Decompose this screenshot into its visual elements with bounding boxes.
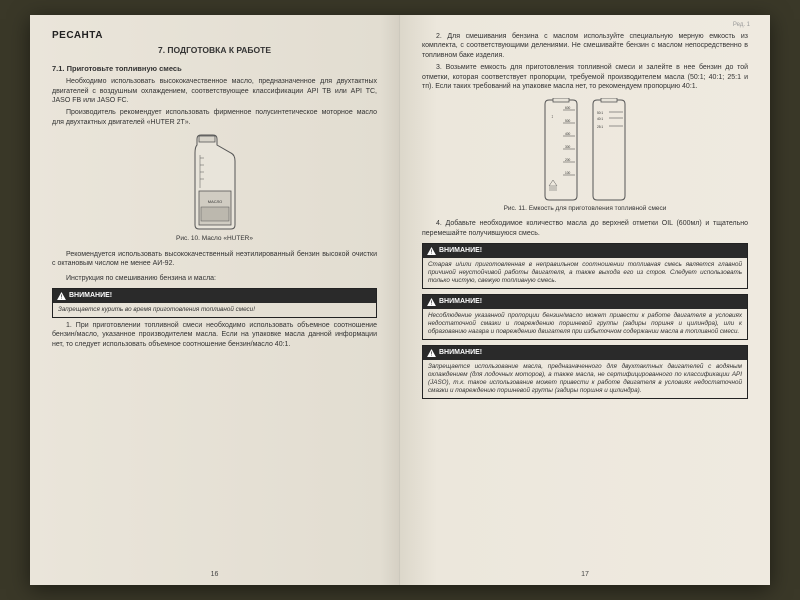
paragraph: 1. При приготовлении топливной смеси нео… — [52, 321, 377, 349]
figure-10: МАСЛО — [52, 133, 377, 233]
warning-header: ! ВНИМАНИЕ! — [423, 346, 747, 359]
page-left: РЕСАНТА 7. ПОДГОТОВКА К РАБОТЕ 7.1. Приг… — [30, 15, 400, 585]
section-title: 7. ПОДГОТОВКА К РАБОТЕ — [52, 45, 377, 56]
warning-label: ВНИМАНИЕ! — [69, 291, 112, 300]
svg-text:↕: ↕ — [551, 114, 554, 120]
warning-icon: ! — [427, 349, 436, 357]
page-number: 17 — [581, 570, 589, 579]
mixing-container-illustration: 600 500 400 300 200 100 ↕ — [539, 98, 631, 203]
warning-body: Несоблюдение указанной пропорции бензин/… — [423, 309, 747, 340]
warning-box: ! ВНИМАНИЕ! Запрещается использование ма… — [422, 345, 748, 399]
warning-header: ! ВНИМАНИЕ! — [423, 244, 747, 257]
svg-text:!: ! — [431, 301, 433, 306]
svg-text:!: ! — [61, 295, 63, 300]
warning-icon: ! — [427, 298, 436, 306]
svg-text:25:1: 25:1 — [597, 125, 603, 129]
warning-body: Запрещается курить во время приготовлени… — [53, 303, 376, 317]
paragraph: 3. Возьмите емкость для приготовления то… — [422, 63, 748, 91]
paragraph: Производитель рекомендует использовать ф… — [52, 108, 377, 127]
warning-box: ! ВНИМАНИЕ! Старая и/или приготовленная … — [422, 243, 748, 289]
warning-label: ВНИМАНИЕ! — [439, 297, 482, 306]
figure-10-caption: Рис. 10. Масло «HUTER» — [52, 235, 377, 244]
paragraph: Необходимо использовать высококачественн… — [52, 77, 377, 105]
edition-label: Ред. 1 — [733, 21, 750, 29]
warning-label: ВНИМАНИЕ! — [439, 246, 482, 255]
page-right: Ред. 1 2. Для смешивания бензина с масло… — [400, 15, 770, 585]
warning-box: ! ВНИМАНИЕ! Запрещается курить во время … — [52, 288, 377, 318]
warning-icon: ! — [57, 292, 66, 300]
warning-label: ВНИМАНИЕ! — [439, 348, 482, 357]
svg-text:500: 500 — [565, 119, 571, 123]
paragraph: 2. Для смешивания бензина с маслом испол… — [422, 32, 748, 60]
warning-header: ! ВНИМАНИЕ! — [53, 289, 376, 302]
svg-text:МАСЛО: МАСЛО — [207, 199, 221, 204]
svg-text:50:1: 50:1 — [597, 111, 603, 115]
warning-body: Старая и/или приготовленная в неправильн… — [423, 258, 747, 289]
subsection-7-1: 7.1. Приготовьте топливную смесь — [52, 64, 377, 74]
brand-logo: РЕСАНТА — [52, 29, 377, 43]
warning-box: ! ВНИМАНИЕ! Несоблюдение указанной пропо… — [422, 294, 748, 340]
warning-body: Запрещается использование масла, предназ… — [423, 360, 747, 399]
svg-text:300: 300 — [565, 145, 571, 149]
svg-text:!: ! — [431, 250, 433, 255]
svg-text:!: ! — [431, 352, 433, 357]
svg-text:200: 200 — [565, 158, 571, 162]
svg-text:100: 100 — [565, 171, 571, 175]
svg-text:40:1: 40:1 — [597, 117, 603, 121]
svg-text:600: 600 — [565, 106, 571, 110]
oil-bottle-illustration: МАСЛО — [187, 133, 243, 233]
figure-11-caption: Рис. 11. Емкость для приготовления топли… — [422, 205, 748, 214]
svg-text:400: 400 — [565, 132, 571, 136]
warning-header: ! ВНИМАНИЕ! — [423, 295, 747, 308]
book-spread: РЕСАНТА 7. ПОДГОТОВКА К РАБОТЕ 7.1. Приг… — [30, 15, 770, 585]
warning-icon: ! — [427, 247, 436, 255]
figure-11: 600 500 400 300 200 100 ↕ — [422, 98, 748, 203]
instruction-heading: Инструкция по смешиванию бензина и масла… — [52, 274, 377, 283]
paragraph: Рекомендуется использовать высококачеств… — [52, 250, 377, 269]
page-number: 16 — [211, 570, 219, 579]
paragraph: 4. Добавьте необходимое количество масла… — [422, 219, 748, 238]
